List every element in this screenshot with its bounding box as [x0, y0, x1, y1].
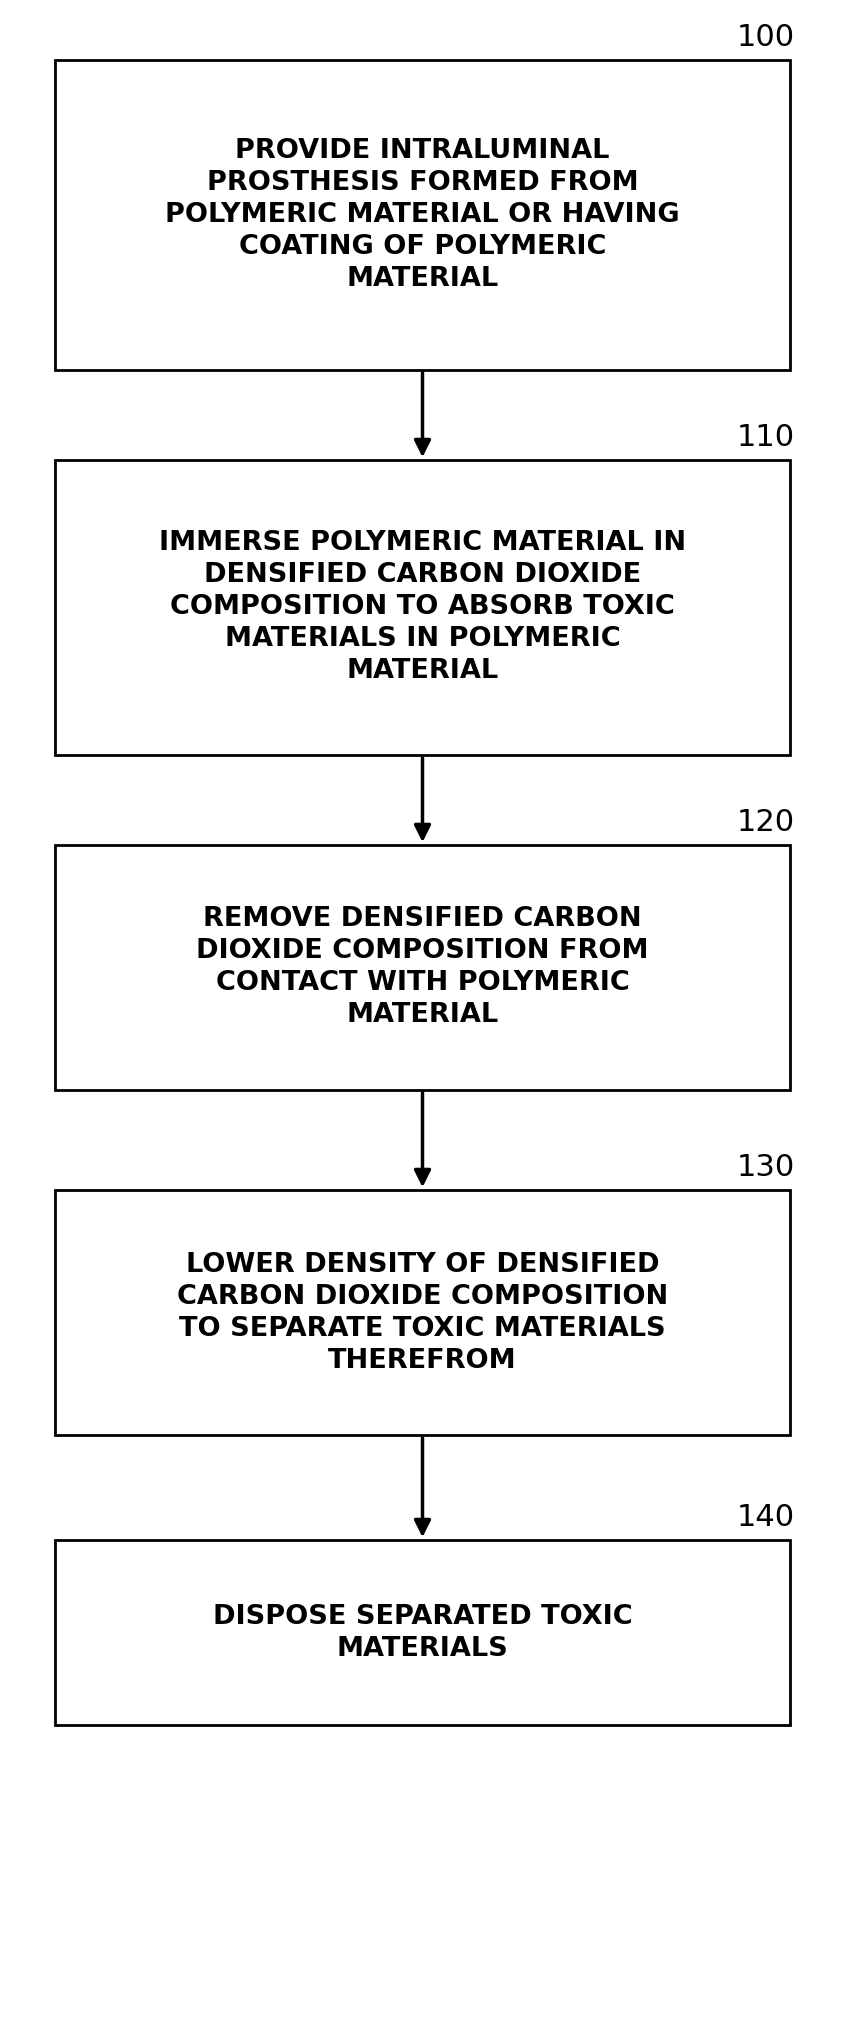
Bar — [55, 844, 790, 1090]
Text: PROVIDE INTRALUMINAL
PROSTHESIS FORMED FROM
POLYMERIC MATERIAL OR HAVING
COATING: PROVIDE INTRALUMINAL PROSTHESIS FORMED F… — [165, 138, 680, 293]
Bar — [55, 59, 790, 370]
Bar — [55, 460, 790, 755]
Text: REMOVE DENSIFIED CARBON
DIOXIDE COMPOSITION FROM
CONTACT WITH POLYMERIC
MATERIAL: REMOVE DENSIFIED CARBON DIOXIDE COMPOSIT… — [197, 907, 648, 1029]
Bar — [55, 1190, 790, 1436]
Text: 100: 100 — [737, 22, 795, 53]
Text: LOWER DENSITY OF DENSIFIED
CARBON DIOXIDE COMPOSITION
TO SEPARATE TOXIC MATERIAL: LOWER DENSITY OF DENSIFIED CARBON DIOXID… — [177, 1251, 668, 1373]
Text: DISPOSE SEPARATED TOXIC
MATERIALS: DISPOSE SEPARATED TOXIC MATERIALS — [213, 1603, 632, 1662]
Text: 120: 120 — [737, 807, 795, 838]
Text: IMMERSE POLYMERIC MATERIAL IN
DENSIFIED CARBON DIOXIDE
COMPOSITION TO ABSORB TOX: IMMERSE POLYMERIC MATERIAL IN DENSIFIED … — [159, 531, 686, 685]
Text: 130: 130 — [737, 1153, 795, 1182]
Text: 140: 140 — [737, 1503, 795, 1532]
Text: 110: 110 — [737, 423, 795, 452]
Bar — [55, 1540, 790, 1725]
